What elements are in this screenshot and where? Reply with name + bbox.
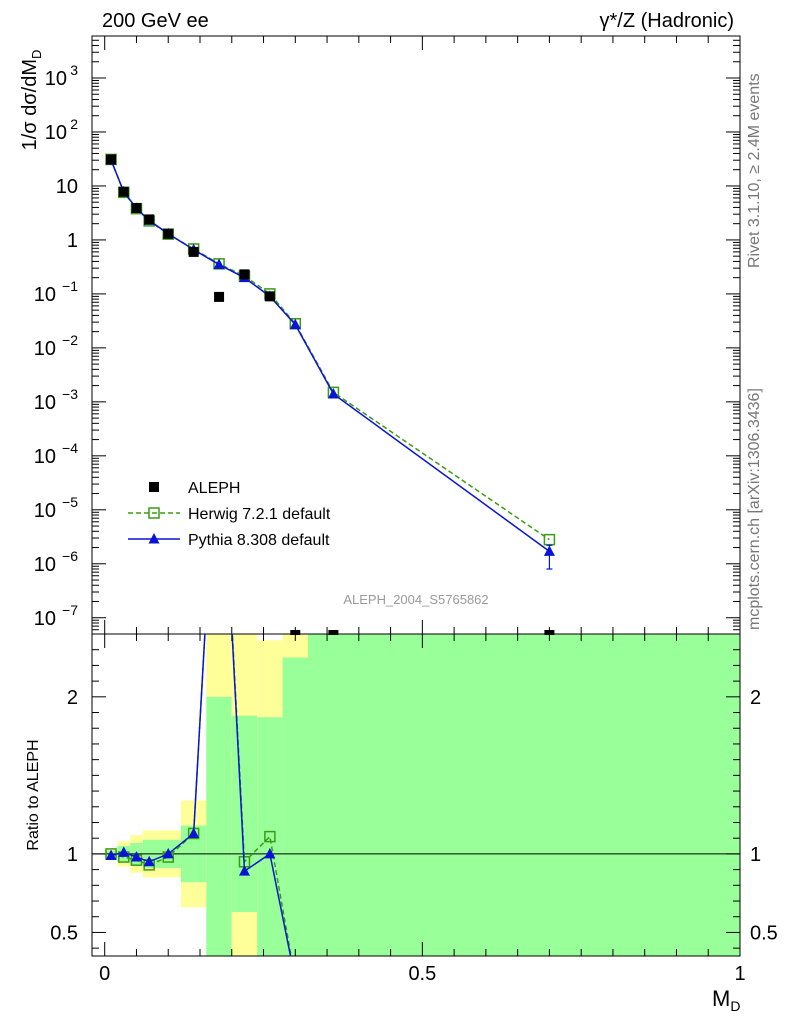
main-ytick-label-6: 10 xyxy=(34,284,56,306)
xtick-label-1: 0.5 xyxy=(408,963,436,985)
ratio-axis-ticks: 0.5 0.51 12 20 0.5 1 xyxy=(50,634,778,985)
pythia-line xyxy=(110,159,550,552)
ratio-panel-frame xyxy=(91,633,741,957)
main-series-layer xyxy=(105,153,556,570)
main-ytick-exponent-5: −2 xyxy=(62,332,78,348)
xtick-label-2: 1 xyxy=(734,963,745,985)
main-ytick-label-3: 10 xyxy=(34,446,56,468)
header-left-label: 200 GeV ee xyxy=(102,10,209,32)
ratio-herwig-line xyxy=(110,634,292,956)
ratio-ytick-label-left-0: 0.5 xyxy=(50,922,78,944)
main-ytick-label-0: 10 xyxy=(34,608,56,630)
band-green-6 xyxy=(206,696,232,956)
pythia-point-10 xyxy=(327,387,339,399)
aleph-point-5 xyxy=(188,246,199,257)
band-green-7 xyxy=(231,715,258,913)
main-ytick-exponent-0: −7 xyxy=(62,602,78,618)
xtick-label-0: 0 xyxy=(99,963,110,985)
ratio-ytick-label-right-0: 0.5 xyxy=(750,922,778,944)
herwig-point-11 xyxy=(543,533,556,546)
main-ytick-exponent-10: 3 xyxy=(70,62,78,78)
ratio-pythia-line xyxy=(110,634,292,956)
legend-label-2: Pythia 8.308 default xyxy=(188,532,330,549)
main-ytick-exponent-1: −6 xyxy=(62,548,78,564)
ratio-herwig-point-6 xyxy=(214,378,224,388)
pythia-point-9 xyxy=(289,318,301,330)
band-green-8 xyxy=(257,717,283,956)
main-y-axis-title-text: 1/σ dσ/dMD xyxy=(19,50,44,151)
main-ytick-exponent-4: −3 xyxy=(62,386,78,402)
band-green-9 xyxy=(282,657,308,956)
analysis-watermark: ALEPH_2004_S5765862 xyxy=(343,592,488,607)
legend-marker-1 xyxy=(148,507,160,519)
x-axis-title-text: MD xyxy=(712,986,740,1014)
ratio-herwig-point-8 xyxy=(264,830,276,843)
aleph-point-8 xyxy=(264,291,275,302)
aleph-point-6 xyxy=(214,291,225,302)
main-ytick-label-4: 10 xyxy=(34,392,56,414)
main-ytick-exponent-3: −4 xyxy=(62,440,78,456)
main-ytick-label-8: 10 xyxy=(56,176,78,198)
aleph-point-0 xyxy=(106,154,117,165)
mcplots-credit-label: mcplots.cern.ch [arXiv:1306.3436] xyxy=(746,388,763,630)
legend-label-0: ALEPH xyxy=(188,480,240,497)
band-green-10 xyxy=(308,634,740,956)
aleph-point-1 xyxy=(118,186,129,197)
main-ytick-label-9: 10 xyxy=(45,122,67,144)
legend-marker-2 xyxy=(148,533,160,544)
ratio-pythia-point-4 xyxy=(162,847,174,859)
ratio-pythia-point-5 xyxy=(188,827,200,838)
main-ytick-label-2: 10 xyxy=(34,500,56,522)
ratio-herwig-point-9 xyxy=(290,975,300,985)
ratio-ytick-label-right-2: 2 xyxy=(750,687,761,709)
aleph-point-4 xyxy=(163,228,174,239)
ratio-ytick-label-left-1: 1 xyxy=(67,844,78,866)
aleph-point-2 xyxy=(131,203,142,214)
ratio-ytick-label-right-1: 1 xyxy=(750,844,761,866)
main-y-axis-title-subscript: D xyxy=(29,50,44,59)
aleph-offscale-point-1 xyxy=(328,630,339,635)
header-right-label: γ*/Z (Hadronic) xyxy=(600,10,734,32)
x-axis-title-subscript: D xyxy=(730,998,740,1014)
aleph-point-3 xyxy=(144,214,155,225)
legend-marker-0 xyxy=(149,482,159,492)
ratio-series-layer xyxy=(105,377,301,985)
ratio-pythia-point-1 xyxy=(118,846,130,857)
ratio-ytick-label-left-2: 2 xyxy=(67,687,78,709)
legend: ALEPH Herwig 7.2.1 default Pythia 8.308 de… xyxy=(128,480,331,549)
ratio-pythia-point-7 xyxy=(238,865,250,876)
ratio-pythia-point-3 xyxy=(143,855,155,867)
aleph-offscale-point-0 xyxy=(290,630,301,635)
main-ytick-label-5: 10 xyxy=(34,338,56,360)
pythia-point-6 xyxy=(213,258,225,270)
main-ytick-exponent-2: −5 xyxy=(62,494,78,510)
ratio-pythia-point-0 xyxy=(105,849,117,860)
main-ytick-label-10: 10 xyxy=(45,68,67,90)
main-ytick-label-7: 1 xyxy=(67,230,78,252)
ratio-pythia-point-8 xyxy=(264,847,276,859)
herwig-line xyxy=(110,159,550,541)
aleph-point-7 xyxy=(239,269,250,280)
main-ytick-exponent-6: −1 xyxy=(62,278,78,294)
aleph-offscale-point-2 xyxy=(544,630,555,635)
ratio-uncertainty-bands xyxy=(104,634,740,956)
ratio-pythia-point-9 xyxy=(290,974,301,985)
x-axis-title: MD xyxy=(712,986,740,1014)
main-y-axis-title: 1/σ dσ/dMD xyxy=(19,50,44,151)
main-ytick-label-1: 10 xyxy=(34,554,56,576)
legend-label-1: Herwig 7.2.1 default xyxy=(188,506,331,523)
offscale-markers xyxy=(290,630,555,635)
ratio-y-axis-title: Ratio to ALEPH xyxy=(25,739,42,850)
ratio-pythia-point-2 xyxy=(130,851,142,862)
rivet-version-label: Rivet 3.1.10, ≥ 2.4M events xyxy=(746,73,763,268)
main-ytick-exponent-9: 2 xyxy=(70,116,78,132)
pythia-point-11 xyxy=(543,545,555,556)
ratio-pythia-point-6 xyxy=(214,377,225,388)
